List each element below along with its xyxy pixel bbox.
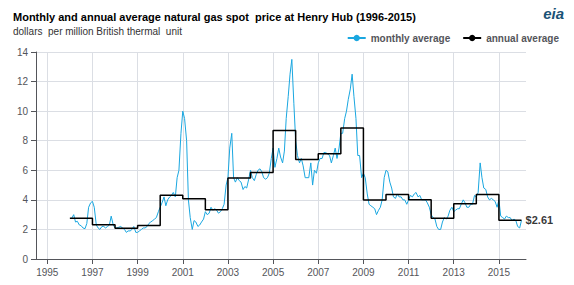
svg-text:Monthly and annual average nat: Monthly and annual average natural gas s… xyxy=(13,11,416,23)
svg-text:12: 12 xyxy=(17,76,29,87)
svg-text:2003: 2003 xyxy=(217,267,240,278)
svg-text:dollars per million British t: dollars per million British thermal unit xyxy=(13,26,182,37)
svg-text:1995: 1995 xyxy=(36,267,59,278)
svg-text:2: 2 xyxy=(22,224,28,235)
svg-text:1999: 1999 xyxy=(126,267,149,278)
svg-text:10: 10 xyxy=(17,106,29,117)
svg-text:4: 4 xyxy=(22,194,28,205)
svg-text:2007: 2007 xyxy=(307,267,330,278)
svg-text:2015: 2015 xyxy=(488,267,511,278)
svg-text:eia: eia xyxy=(543,5,564,22)
svg-text:annual average: annual average xyxy=(486,33,559,44)
svg-text:$2.61: $2.61 xyxy=(526,214,554,226)
svg-text:6: 6 xyxy=(22,165,28,176)
svg-text:2011: 2011 xyxy=(398,267,420,278)
svg-text:2013: 2013 xyxy=(443,267,466,278)
svg-text:8: 8 xyxy=(22,135,28,146)
svg-text:monthly average: monthly average xyxy=(371,33,451,44)
svg-text:0: 0 xyxy=(22,254,28,265)
svg-text:14: 14 xyxy=(17,47,29,58)
svg-text:2001: 2001 xyxy=(172,267,195,278)
svg-text:2009: 2009 xyxy=(352,267,375,278)
svg-text:2005: 2005 xyxy=(262,267,285,278)
svg-text:1997: 1997 xyxy=(81,267,104,278)
